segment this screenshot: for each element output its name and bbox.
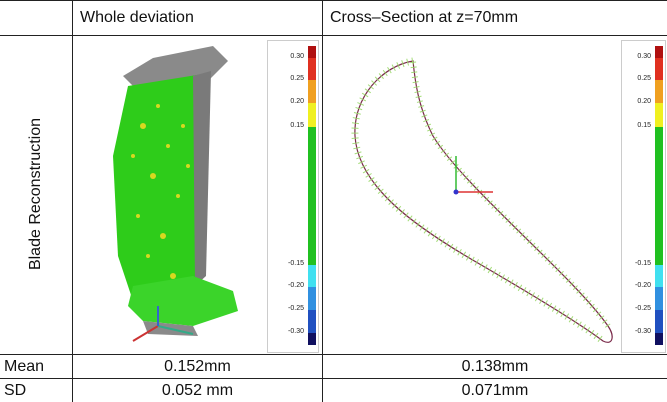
value-cell: 0.138mm [323, 355, 667, 378]
value-cell: 0.052 mm [73, 379, 322, 402]
value-cell: 0.152mm [73, 355, 322, 378]
origin [454, 190, 459, 195]
colorbar-segment [655, 310, 663, 333]
blade-body [113, 74, 203, 306]
colorbar: 0.30 0.25 0.20 0.15 -0.15 -0.20 -0.25 -0.30 [621, 40, 666, 353]
colorbar-label: 0.25 [278, 75, 304, 82]
colorbar-segment [308, 103, 316, 127]
colorbar-label: 0.20 [625, 98, 651, 105]
colorbar-segment [655, 103, 663, 127]
row-label: SD [4, 379, 26, 402]
colorbar-label: 0.15 [278, 122, 304, 129]
colorbar-segment [655, 58, 663, 80]
blade-edge [193, 71, 211, 286]
colorbar-segment [308, 58, 316, 80]
colorbar-segment [308, 265, 316, 287]
colorbar-segment [308, 127, 316, 265]
colorbar-label: -0.30 [278, 328, 304, 335]
deviation-vectors [413, 61, 608, 326]
airfoil-outline [355, 61, 612, 342]
colorbar-segment [655, 46, 663, 58]
colorbar-label: 0.15 [625, 122, 651, 129]
colorbar-label: -0.15 [625, 260, 651, 267]
colorbar-label: 0.25 [625, 75, 651, 82]
colorbar-label: -0.15 [278, 260, 304, 267]
header-cell: Cross–Section at z=70mm [330, 0, 518, 35]
colorbar-label: -0.20 [278, 282, 304, 289]
row-label: Mean [4, 355, 44, 378]
colorbar-label: 0.20 [278, 98, 304, 105]
colorbar-segment [655, 80, 663, 103]
colorbar-segment [308, 333, 316, 345]
colorbar-segment [308, 287, 316, 310]
colorbar-label: -0.25 [625, 305, 651, 312]
colorbar-segment [308, 310, 316, 333]
colorbar-segment [308, 80, 316, 103]
row-label: Blade Reconstruction [24, 34, 48, 354]
colorbar-label: -0.30 [625, 328, 651, 335]
colorbar-segment [655, 265, 663, 287]
colorbar-label: -0.20 [625, 282, 651, 289]
colorbar-segment [655, 127, 663, 265]
colorbar-segment [655, 333, 663, 345]
value-cell: 0.071mm [323, 379, 667, 402]
colorbar-segment [308, 46, 316, 58]
colorbar: 0.30 0.25 0.20 0.15 -0.15 -0.20 -0.25 -0.30 [267, 40, 319, 353]
colorbar-label: -0.25 [278, 305, 304, 312]
deviation-vectors [355, 61, 603, 341]
header-cell: Whole deviation [80, 0, 194, 35]
table-figure: Whole deviation Cross–Section at z=70mm … [0, 0, 667, 402]
colorbar-label: 0.30 [625, 53, 651, 60]
colorbar-label: 0.30 [278, 53, 304, 60]
colorbar-segment [655, 287, 663, 310]
cross-section-image [323, 36, 621, 354]
